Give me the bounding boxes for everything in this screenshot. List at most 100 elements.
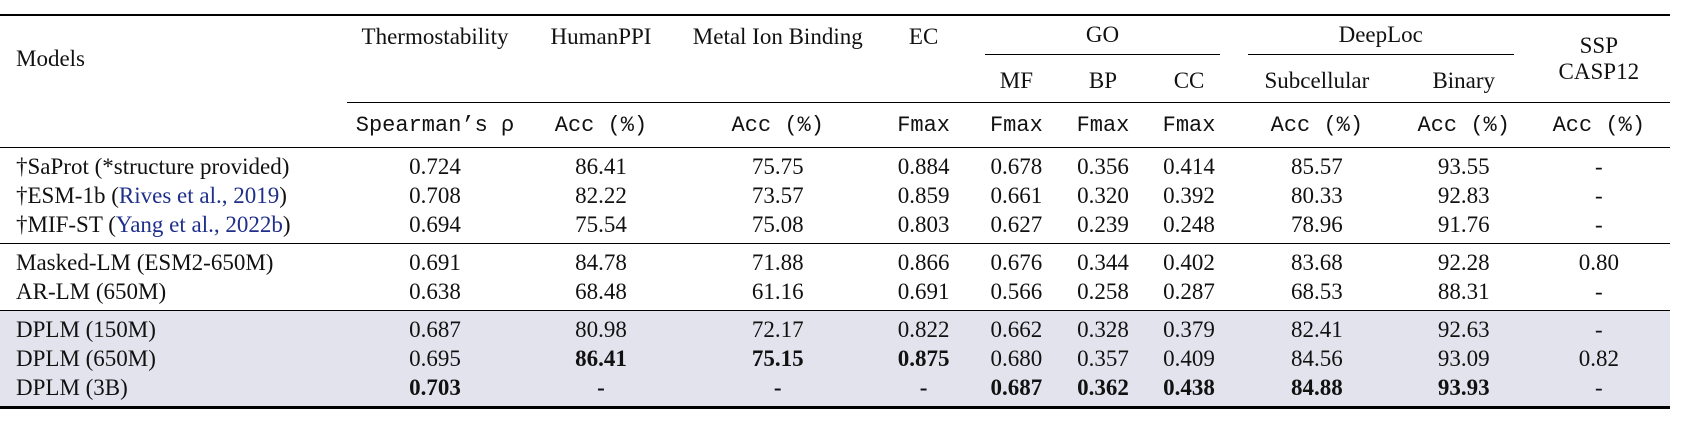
ec-header: EC <box>876 15 972 103</box>
go-bp-header: BP <box>1061 60 1145 103</box>
cell: 0.320 <box>1077 183 1129 208</box>
cell: 0.362 <box>1061 373 1145 408</box>
table-row: AR-LM (650M) 0.638 68.48 61.16 0.691 0.5… <box>0 277 1670 311</box>
table-row: †ESM-1b (Rives et al., 2019) 0.708 82.22… <box>0 181 1670 210</box>
cell: 0.414 <box>1163 154 1215 179</box>
metal-ion-binding-header: Metal Ion Binding <box>679 15 877 103</box>
deeploc-header-label: DeepLoc <box>1247 22 1514 55</box>
cell: 0.344 <box>1077 250 1129 275</box>
cell: 68.48 <box>575 279 627 304</box>
cell: 0.409 <box>1144 344 1234 373</box>
cell: 0.638 <box>409 279 461 304</box>
cell: 0.678 <box>990 154 1043 179</box>
model-name: Masked-LM (ESM2-650M) <box>16 250 274 275</box>
go-cc-header: CC <box>1144 60 1234 103</box>
ssp-header-line2: CASP12 <box>1558 59 1640 84</box>
cell: 82.41 <box>1233 310 1400 344</box>
cell: - <box>1594 279 1603 304</box>
cell: 93.93 <box>1399 373 1528 408</box>
cell: 0.859 <box>897 183 950 208</box>
cell: 68.53 <box>1290 279 1343 304</box>
go-header-label: GO <box>985 22 1220 55</box>
cell: 84.78 <box>575 250 627 275</box>
cell: 0.402 <box>1163 250 1215 275</box>
cell: 84.56 <box>1233 344 1400 373</box>
model-name: †ESM-1b (Rives et al., 2019) <box>16 183 287 208</box>
cell: 0.566 <box>990 279 1043 304</box>
cell: 72.17 <box>679 310 877 344</box>
cell: 0.884 <box>897 154 950 179</box>
cell: 71.88 <box>751 250 804 275</box>
cell: 0.687 <box>347 310 523 344</box>
metric-mf: Fmax <box>989 112 1043 138</box>
cell: 86.41 <box>575 154 627 179</box>
thermostability-header: Thermostability <box>347 15 523 103</box>
model-name: †MIF-ST (Yang et al., 2022b) <box>16 212 291 237</box>
cell: 0.287 <box>1163 279 1215 304</box>
deeploc-subcellular-header: Subcellular <box>1233 60 1400 103</box>
citation-link[interactable]: Rives et al., 2019 <box>118 183 280 208</box>
model-name: DPLM (650M) <box>0 344 348 373</box>
cell: 86.41 <box>522 344 680 373</box>
model-name: DPLM (3B) <box>0 373 348 408</box>
model-name: †SaProt (*structure provided) <box>16 154 290 179</box>
deeploc-binary-header: Binary <box>1399 60 1528 103</box>
cell: - <box>1527 310 1670 344</box>
cell: 93.55 <box>1437 154 1490 179</box>
cell: - <box>522 373 680 408</box>
table-row: DPLM (3B) 0.703 - - - 0.687 0.362 0.438 … <box>0 373 1670 408</box>
metric-ec: Fmax <box>897 112 951 138</box>
cell: 0.822 <box>876 310 972 344</box>
table-row: †SaProt (*structure provided) 0.724 86.4… <box>0 147 1670 182</box>
cell: 80.33 <box>1290 183 1343 208</box>
cell: 75.08 <box>751 212 804 237</box>
humanppi-header: HumanPPI <box>522 15 680 103</box>
cell: 93.09 <box>1399 344 1528 373</box>
cell: - <box>1594 212 1603 237</box>
models-header: Models <box>16 46 85 72</box>
cell: 0.695 <box>347 344 523 373</box>
table-row: DPLM (150M) 0.687 80.98 72.17 0.822 0.66… <box>0 310 1670 344</box>
ssp-header-line1: SSP <box>1579 33 1619 58</box>
metric-subcell: Acc (%) <box>1270 112 1364 138</box>
cell: 0.248 <box>1163 212 1215 237</box>
cell: 85.57 <box>1290 154 1343 179</box>
metric-binary: Acc (%) <box>1417 112 1510 138</box>
cell: 0.724 <box>409 154 461 179</box>
cell: 61.16 <box>751 279 804 304</box>
cell: 75.15 <box>679 344 877 373</box>
cell: - <box>876 373 972 408</box>
cell: 0.328 <box>1061 310 1145 344</box>
cell: 0.703 <box>347 373 523 408</box>
ssp-header: SSP CASP12 <box>1527 15 1670 103</box>
cell: 0.708 <box>409 183 461 208</box>
cell: 0.803 <box>897 212 950 237</box>
cell: - <box>1527 373 1670 408</box>
cell: 0.866 <box>897 250 950 275</box>
citation-link[interactable]: Yang et al., 2022b <box>115 212 283 237</box>
cell: - <box>1594 154 1603 179</box>
go-header: GO <box>971 15 1234 60</box>
table-row: DPLM (650M) 0.695 86.41 75.15 0.875 0.68… <box>0 344 1670 373</box>
cell: 0.691 <box>409 250 461 275</box>
metric-metal: Acc (%) <box>731 112 824 138</box>
metric-humanppi: Acc (%) <box>554 112 648 138</box>
cell: 0.680 <box>971 344 1062 373</box>
cell: 0.356 <box>1077 154 1129 179</box>
results-table: Models Thermostability HumanPPI Metal Io… <box>0 14 1670 409</box>
deeploc-header: DeepLoc <box>1234 15 1528 60</box>
cell: 78.96 <box>1290 212 1343 237</box>
table-row: Masked-LM (ESM2-650M) 0.691 84.78 71.88 … <box>0 243 1670 278</box>
metric-thermo: Spearman’s ρ <box>355 112 515 138</box>
cell: 75.54 <box>575 212 627 237</box>
cell: - <box>679 373 877 408</box>
model-name: AR-LM (650M) <box>16 279 167 304</box>
cell: 82.22 <box>575 183 627 208</box>
table-row: †MIF-ST (Yang et al., 2022b) 0.694 75.54… <box>0 210 1670 244</box>
cell: 92.28 <box>1437 250 1490 275</box>
cell: 0.691 <box>897 279 950 304</box>
cell: 92.63 <box>1399 310 1528 344</box>
go-mf-header: MF <box>971 60 1062 103</box>
cell: - <box>1594 183 1603 208</box>
cell: 0.875 <box>876 344 972 373</box>
